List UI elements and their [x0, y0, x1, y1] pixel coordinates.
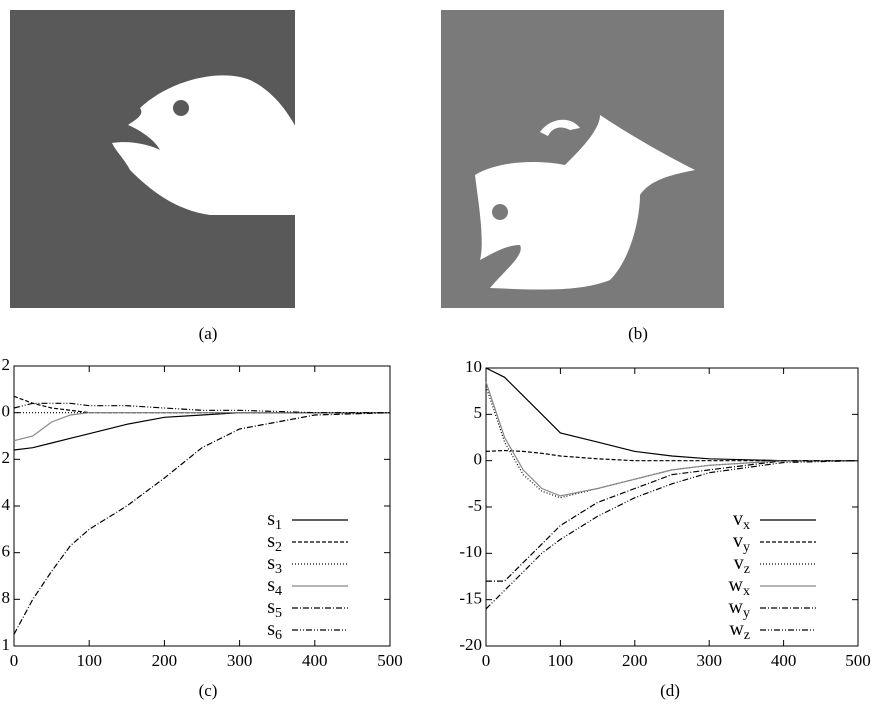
- y-tick-label: 2: [2, 448, 11, 467]
- y-tick-label: 2: [2, 355, 11, 374]
- legend-label: s3: [267, 552, 282, 578]
- y-tick-label: 6: [2, 542, 11, 561]
- caption: (a): [199, 324, 218, 343]
- y-tick-label: 4: [2, 495, 11, 514]
- legend-label: wy: [729, 596, 750, 622]
- legend-label: vz: [734, 552, 750, 578]
- y-tick-label: 1: [2, 635, 11, 654]
- series-line: [485, 381, 858, 497]
- legend-label: vx: [733, 508, 750, 534]
- photo-a: [10, 10, 370, 308]
- legend-label: s4: [267, 574, 282, 600]
- plot-frame: [13, 365, 391, 647]
- legend-label: wz: [729, 618, 750, 644]
- photo-b: [441, 10, 724, 308]
- y-tick-label: 0: [2, 402, 11, 421]
- series-line: [485, 367, 858, 462]
- legend-label: wx: [729, 574, 750, 600]
- series-line: [485, 386, 858, 499]
- x-tick-label: 400: [302, 651, 328, 670]
- y-tick-label: -5: [468, 496, 482, 515]
- legend-label: s2: [267, 530, 282, 556]
- series-line: [13, 402, 390, 414]
- y-tick-label: -20: [459, 635, 482, 654]
- legend-label: vy: [733, 530, 750, 556]
- y-tick-label: -15: [459, 589, 482, 608]
- x-tick-label: 0: [482, 651, 491, 670]
- caption: (c): [199, 681, 218, 700]
- legend-label: s1: [267, 508, 282, 534]
- series-line: [485, 460, 859, 610]
- x-tick-label: 0: [10, 651, 19, 670]
- x-tick-label: 500: [377, 651, 403, 670]
- x-tick-label: 300: [227, 651, 253, 670]
- x-tick-label: 200: [152, 651, 178, 670]
- x-tick-label: 100: [548, 651, 574, 670]
- series-line: [13, 412, 391, 635]
- y-tick-label: 8: [2, 588, 11, 607]
- x-tick-label: 400: [771, 651, 797, 670]
- series-line: [485, 449, 858, 462]
- x-tick-label: 500: [845, 651, 871, 670]
- y-tick-label: 5: [474, 403, 483, 422]
- legend-label: s6: [267, 618, 282, 644]
- x-tick-label: 200: [622, 651, 648, 670]
- caption: (b): [628, 324, 648, 343]
- series-line: [486, 460, 858, 582]
- series-line: [13, 412, 390, 451]
- y-tick-label: 10: [465, 357, 482, 376]
- x-tick-label: 100: [76, 651, 102, 670]
- caption: (d): [660, 681, 680, 700]
- y-tick-label: 0: [474, 450, 483, 469]
- series-line: [13, 412, 390, 442]
- y-tick-label: -10: [459, 542, 482, 561]
- series-line: [13, 395, 390, 414]
- legend-label: s5: [267, 596, 282, 622]
- plot-frame: [485, 367, 859, 647]
- x-tick-label: 300: [696, 651, 722, 670]
